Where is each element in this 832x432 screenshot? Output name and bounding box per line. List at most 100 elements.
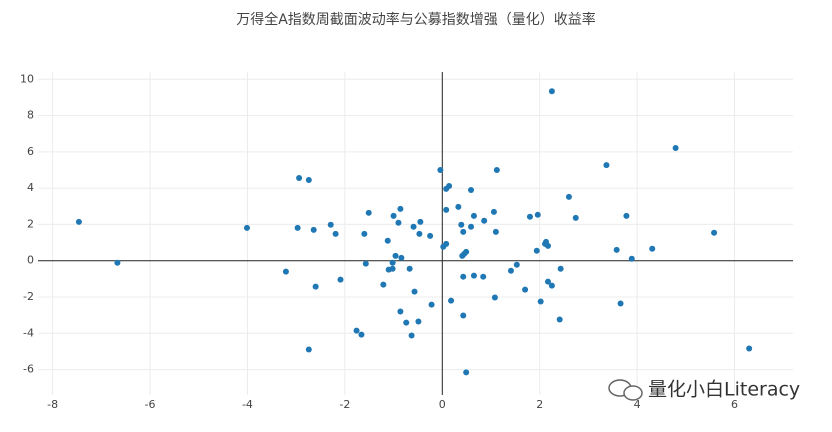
point bbox=[537, 298, 544, 305]
point bbox=[565, 193, 572, 200]
point bbox=[455, 203, 462, 210]
point bbox=[437, 166, 444, 173]
point bbox=[548, 88, 555, 95]
point bbox=[305, 176, 312, 183]
point bbox=[458, 221, 465, 228]
watermark: 量化小白Literacy bbox=[648, 379, 800, 401]
x-tick-label: -8 bbox=[47, 398, 58, 411]
point bbox=[415, 318, 422, 325]
point bbox=[384, 237, 391, 244]
point bbox=[672, 145, 679, 152]
point bbox=[380, 281, 387, 288]
point bbox=[398, 254, 405, 261]
point bbox=[628, 255, 635, 262]
point bbox=[533, 247, 540, 254]
point bbox=[417, 218, 424, 225]
watermark-icon bbox=[608, 379, 643, 401]
point bbox=[443, 240, 450, 247]
point bbox=[75, 218, 82, 225]
y-tick-label: -4 bbox=[23, 326, 34, 339]
y-tick-label: 0 bbox=[27, 254, 34, 267]
point bbox=[310, 226, 317, 233]
point bbox=[613, 246, 620, 253]
y-tick-label: 10 bbox=[20, 72, 34, 85]
point bbox=[389, 265, 396, 272]
point bbox=[392, 252, 399, 259]
point bbox=[534, 211, 541, 218]
point bbox=[408, 332, 415, 339]
point bbox=[358, 331, 365, 338]
x-tick-label: 0 bbox=[439, 398, 446, 411]
point bbox=[443, 206, 450, 213]
point bbox=[460, 228, 467, 235]
point bbox=[468, 186, 475, 193]
point bbox=[526, 213, 533, 220]
point bbox=[427, 232, 434, 239]
point bbox=[557, 265, 564, 272]
point bbox=[305, 346, 312, 353]
point bbox=[448, 297, 455, 304]
point bbox=[617, 300, 624, 307]
point bbox=[446, 182, 453, 189]
y-tick-label: 2 bbox=[27, 217, 34, 230]
point bbox=[746, 345, 753, 352]
point bbox=[513, 261, 520, 268]
point bbox=[490, 208, 497, 215]
point bbox=[362, 260, 369, 267]
point bbox=[327, 221, 334, 228]
y-tick-label: 4 bbox=[27, 181, 34, 194]
point bbox=[507, 267, 514, 274]
chart-title: 万得全A指数周截面波动率与公募指数增强（量化）收益率 bbox=[236, 11, 596, 28]
point bbox=[411, 288, 418, 295]
point bbox=[480, 273, 487, 280]
point bbox=[548, 282, 555, 289]
point bbox=[243, 224, 250, 231]
point bbox=[114, 259, 121, 266]
point bbox=[282, 268, 289, 275]
y-tick-label: -6 bbox=[23, 363, 34, 376]
point bbox=[470, 272, 477, 279]
point bbox=[361, 230, 368, 237]
point bbox=[481, 217, 488, 224]
point bbox=[544, 242, 551, 249]
point bbox=[460, 312, 467, 319]
point bbox=[491, 294, 498, 301]
point bbox=[416, 230, 423, 237]
point bbox=[428, 301, 435, 308]
point bbox=[493, 166, 500, 173]
point bbox=[463, 248, 470, 255]
point bbox=[296, 174, 303, 181]
y-tick-label: 8 bbox=[27, 109, 34, 122]
point bbox=[389, 259, 396, 266]
x-tick-label: 6 bbox=[731, 398, 738, 411]
point bbox=[623, 212, 630, 219]
point bbox=[468, 223, 475, 230]
point bbox=[572, 214, 579, 221]
point bbox=[395, 219, 402, 226]
point bbox=[556, 316, 563, 323]
point bbox=[337, 276, 344, 283]
point bbox=[603, 162, 610, 169]
point bbox=[353, 327, 360, 334]
point bbox=[403, 319, 410, 326]
x-tick-label: 2 bbox=[536, 398, 543, 411]
point bbox=[390, 212, 397, 219]
point bbox=[312, 283, 319, 290]
point bbox=[492, 228, 499, 235]
point bbox=[463, 369, 470, 376]
x-tick-label: 4 bbox=[634, 398, 641, 411]
point bbox=[460, 273, 467, 280]
point bbox=[649, 245, 656, 252]
point bbox=[544, 278, 551, 285]
point bbox=[522, 286, 529, 293]
x-tick-label: -6 bbox=[145, 398, 156, 411]
point bbox=[332, 230, 339, 237]
point bbox=[365, 209, 372, 216]
point bbox=[470, 212, 477, 219]
point bbox=[294, 224, 301, 231]
x-tick-label: -2 bbox=[339, 398, 350, 411]
point bbox=[397, 308, 404, 315]
point bbox=[711, 229, 718, 236]
point bbox=[406, 265, 413, 272]
